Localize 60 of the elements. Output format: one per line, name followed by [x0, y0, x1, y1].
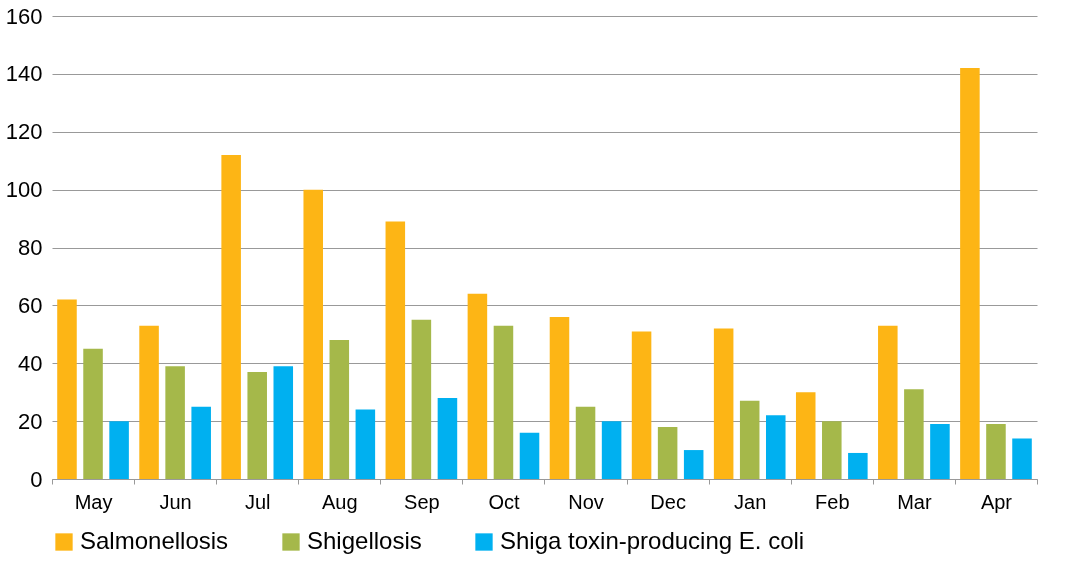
bar — [467, 293, 488, 479]
bar — [329, 340, 350, 479]
x-tick-label: Jan — [734, 490, 767, 513]
x-tick-label: Apr — [980, 490, 1013, 513]
bar — [109, 421, 129, 479]
x-tick-label: Aug — [321, 490, 358, 513]
bar — [549, 316, 570, 479]
bar — [273, 366, 294, 479]
bar — [930, 424, 950, 479]
bar — [960, 68, 980, 479]
bar — [795, 392, 816, 479]
bar — [683, 450, 704, 479]
bar — [165, 366, 185, 479]
bar — [303, 189, 324, 479]
x-tick-label: May — [74, 490, 113, 513]
bar — [601, 421, 622, 479]
y-tick-label: 100 — [5, 177, 43, 203]
bar — [739, 400, 760, 479]
bar — [247, 371, 267, 479]
legend-label: Shigellosis — [307, 527, 422, 554]
bar — [657, 426, 678, 479]
bar — [713, 328, 734, 479]
x-tick-label: Jul — [244, 490, 271, 513]
y-tick-label: 0 — [30, 466, 43, 492]
bar — [519, 432, 540, 479]
bar — [765, 415, 786, 479]
y-tick-label: 140 — [5, 61, 43, 87]
x-tick-label: Oct — [488, 490, 520, 513]
bar — [904, 389, 924, 479]
bar — [221, 154, 241, 479]
y-tick-label: 40 — [18, 350, 43, 376]
x-tick-label: Mar — [897, 490, 932, 513]
bar — [631, 331, 652, 479]
y-tick-label: 80 — [18, 235, 43, 260]
bar — [191, 406, 211, 479]
bar — [848, 452, 868, 479]
y-tick-label: 160 — [5, 3, 43, 29]
bar — [575, 406, 596, 479]
x-tick-label: Feb — [815, 490, 850, 513]
y-tick-label: 120 — [5, 119, 43, 145]
bar — [139, 325, 159, 479]
y-tick-label: 20 — [18, 408, 43, 434]
bar — [83, 348, 103, 479]
bar — [385, 221, 406, 479]
bar — [493, 325, 514, 479]
bar — [437, 397, 458, 479]
x-tick-label: Nov — [568, 490, 604, 513]
bar — [355, 409, 376, 479]
legend-label: Shiga toxin-producing E. coli — [500, 527, 805, 554]
legend-label: Salmonellosis — [80, 527, 229, 554]
y-tick-label: 60 — [18, 292, 43, 318]
x-tick-label: Sep — [404, 490, 440, 513]
bar — [878, 325, 898, 479]
x-tick-label: Dec — [650, 490, 686, 513]
bar — [1012, 438, 1032, 479]
bar — [411, 319, 432, 479]
bar — [57, 299, 77, 479]
bar — [986, 424, 1006, 479]
bar — [822, 421, 842, 479]
x-tick-label: Jun — [159, 490, 192, 513]
